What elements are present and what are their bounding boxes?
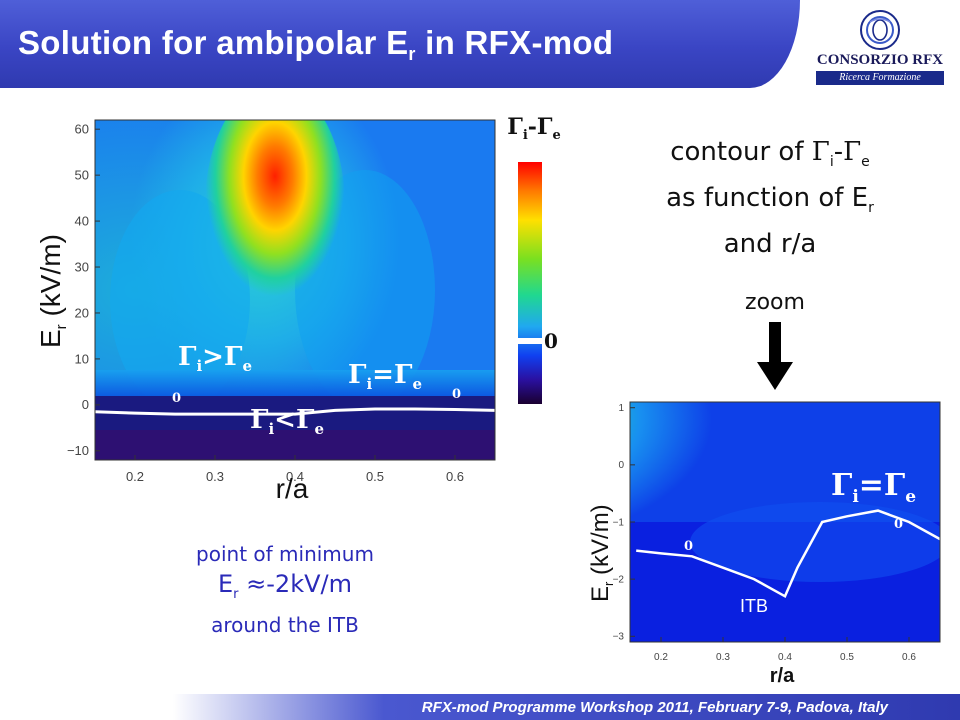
itb-label: ITB (740, 596, 768, 616)
logo-name: CONSORZIO RFX (816, 52, 944, 68)
x-tick-label: 0.2 (126, 469, 144, 484)
colorbar-scale (518, 162, 542, 404)
zoom-x-axis-label: r/a (770, 665, 795, 687)
zoom-zero-contour-label: 0 (684, 539, 693, 554)
y-tick-label: 30 (75, 259, 89, 274)
x-tick-label: 0.6 (446, 469, 464, 484)
main-contour-plot: 0 0 60 50 40 30 20 10 0 −10 0.2 0.3 0.4 0.5 0.6 Γi>… (35, 119, 496, 500)
footer-text: RFX-mod Programme Workshop 2011, Februar… (421, 699, 888, 716)
x-tick-label: 0.4 (286, 469, 304, 484)
slide-title: Solution for ambipolar Er in RFX-mod (18, 24, 614, 64)
zoom-arrow-icon (757, 322, 793, 390)
heatmap-field (95, 120, 495, 460)
y-tick-label: −1 (613, 517, 625, 528)
x-tick-label: 0.3 (716, 652, 730, 663)
x-tick-label: 0.6 (902, 652, 916, 663)
y-axis-label: Er (kV/m) (35, 234, 70, 348)
region-label-equal: Γi=Γe (348, 360, 422, 393)
y-tick-label: 20 (75, 305, 89, 320)
zoom-contour-plot: 0 0 Γi=Γe ITB 1 0 −1 −2 −3 0.2 0.3 0.4 0.5 0.6 E… (587, 401, 941, 687)
x-tick-label: 0.2 (654, 652, 668, 663)
title-bar (0, 0, 800, 88)
y-axis-ticks: 60 50 40 30 20 10 0 −10 (67, 122, 100, 458)
logo-tagline: Ricerca Formazione Innovazione (816, 71, 944, 97)
y-tick-label: −2 (613, 574, 625, 585)
contour-description: contour of Γi-Γe as function of Er and r… (666, 137, 874, 260)
y-tick-label: 60 (75, 122, 89, 137)
consorzio-rfx-logo: CONSORZIO RFX Ricerca Formazione Innovaz… (810, 8, 950, 97)
footer-bar (0, 694, 960, 720)
y-tick-label: −3 (613, 632, 625, 643)
y-tick-label: 0 (618, 460, 624, 471)
x-tick-label: 0.5 (840, 652, 854, 663)
x-tick-label: 0.5 (366, 469, 384, 484)
zoom-x-axis-ticks: 0.2 0.3 0.4 0.5 0.6 (654, 637, 916, 663)
zero-contour-label: 0 (452, 387, 461, 402)
zoom-zero-contour-line (636, 509, 941, 599)
region-label-below: Γi<Γe (250, 405, 324, 438)
x-tick-label: 0.4 (778, 652, 792, 663)
zoom-y-axis-ticks: 1 0 −1 −2 −3 (613, 403, 635, 643)
logo-emblem-icon (860, 10, 900, 50)
zero-contour-line (94, 407, 496, 416)
zoom-label: zoom (745, 290, 805, 315)
y-tick-label: −10 (67, 443, 89, 458)
x-tick-label: 0.3 (206, 469, 224, 484)
zoom-heatmap-field (630, 402, 940, 642)
zoom-y-axis-label: Er (kV/m) (587, 504, 616, 602)
zoom-region-label: Γi=Γe (831, 468, 916, 507)
y-tick-label: 10 (75, 351, 89, 366)
zero-contour-label: 0 (172, 391, 181, 406)
y-tick-label: 50 (75, 167, 89, 182)
colorbar-zero-marker (518, 338, 542, 344)
zoom-zero-contour-label: 0 (894, 517, 903, 532)
colorbar: Γi-Γe 0 (507, 114, 561, 404)
y-tick-label: 40 (75, 213, 89, 228)
x-axis-ticks: 0.2 0.3 0.4 0.5 0.6 (126, 455, 464, 484)
y-tick-label: 1 (618, 403, 624, 414)
colorbar-title: Γi-Γe (507, 114, 561, 143)
colorbar-zero-label: 0 (544, 329, 558, 353)
minimum-note: point of minimum Er ≈-2kV/m around the I… (196, 542, 374, 637)
y-tick-label: 0 (82, 397, 89, 412)
region-label-above: Γi>Γe (178, 342, 252, 375)
x-axis-label: r/a (276, 473, 309, 500)
